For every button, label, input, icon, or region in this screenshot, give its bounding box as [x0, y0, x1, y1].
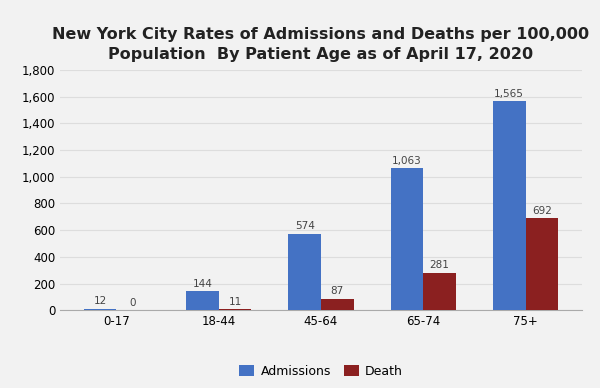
Text: 0: 0 — [130, 298, 136, 308]
Bar — [493, 101, 526, 310]
Text: 1,063: 1,063 — [392, 156, 422, 166]
Bar — [288, 234, 321, 310]
Title: New York City Rates of Admissions and Deaths per 100,000
Population  By Patient : New York City Rates of Admissions and De… — [52, 27, 590, 62]
Bar — [321, 299, 354, 310]
Text: 144: 144 — [193, 279, 212, 289]
Text: 87: 87 — [331, 286, 344, 296]
Bar — [423, 273, 456, 310]
Bar — [526, 218, 558, 310]
Text: 692: 692 — [532, 206, 552, 215]
Bar — [84, 309, 116, 310]
Text: 281: 281 — [430, 260, 449, 270]
Text: 11: 11 — [229, 296, 242, 307]
Bar — [219, 309, 251, 310]
Text: 12: 12 — [94, 296, 107, 307]
Bar — [391, 168, 423, 310]
Text: 574: 574 — [295, 221, 314, 231]
Bar — [186, 291, 219, 310]
Text: 1,565: 1,565 — [494, 89, 524, 99]
Legend: Admissions, Death: Admissions, Death — [235, 360, 407, 383]
